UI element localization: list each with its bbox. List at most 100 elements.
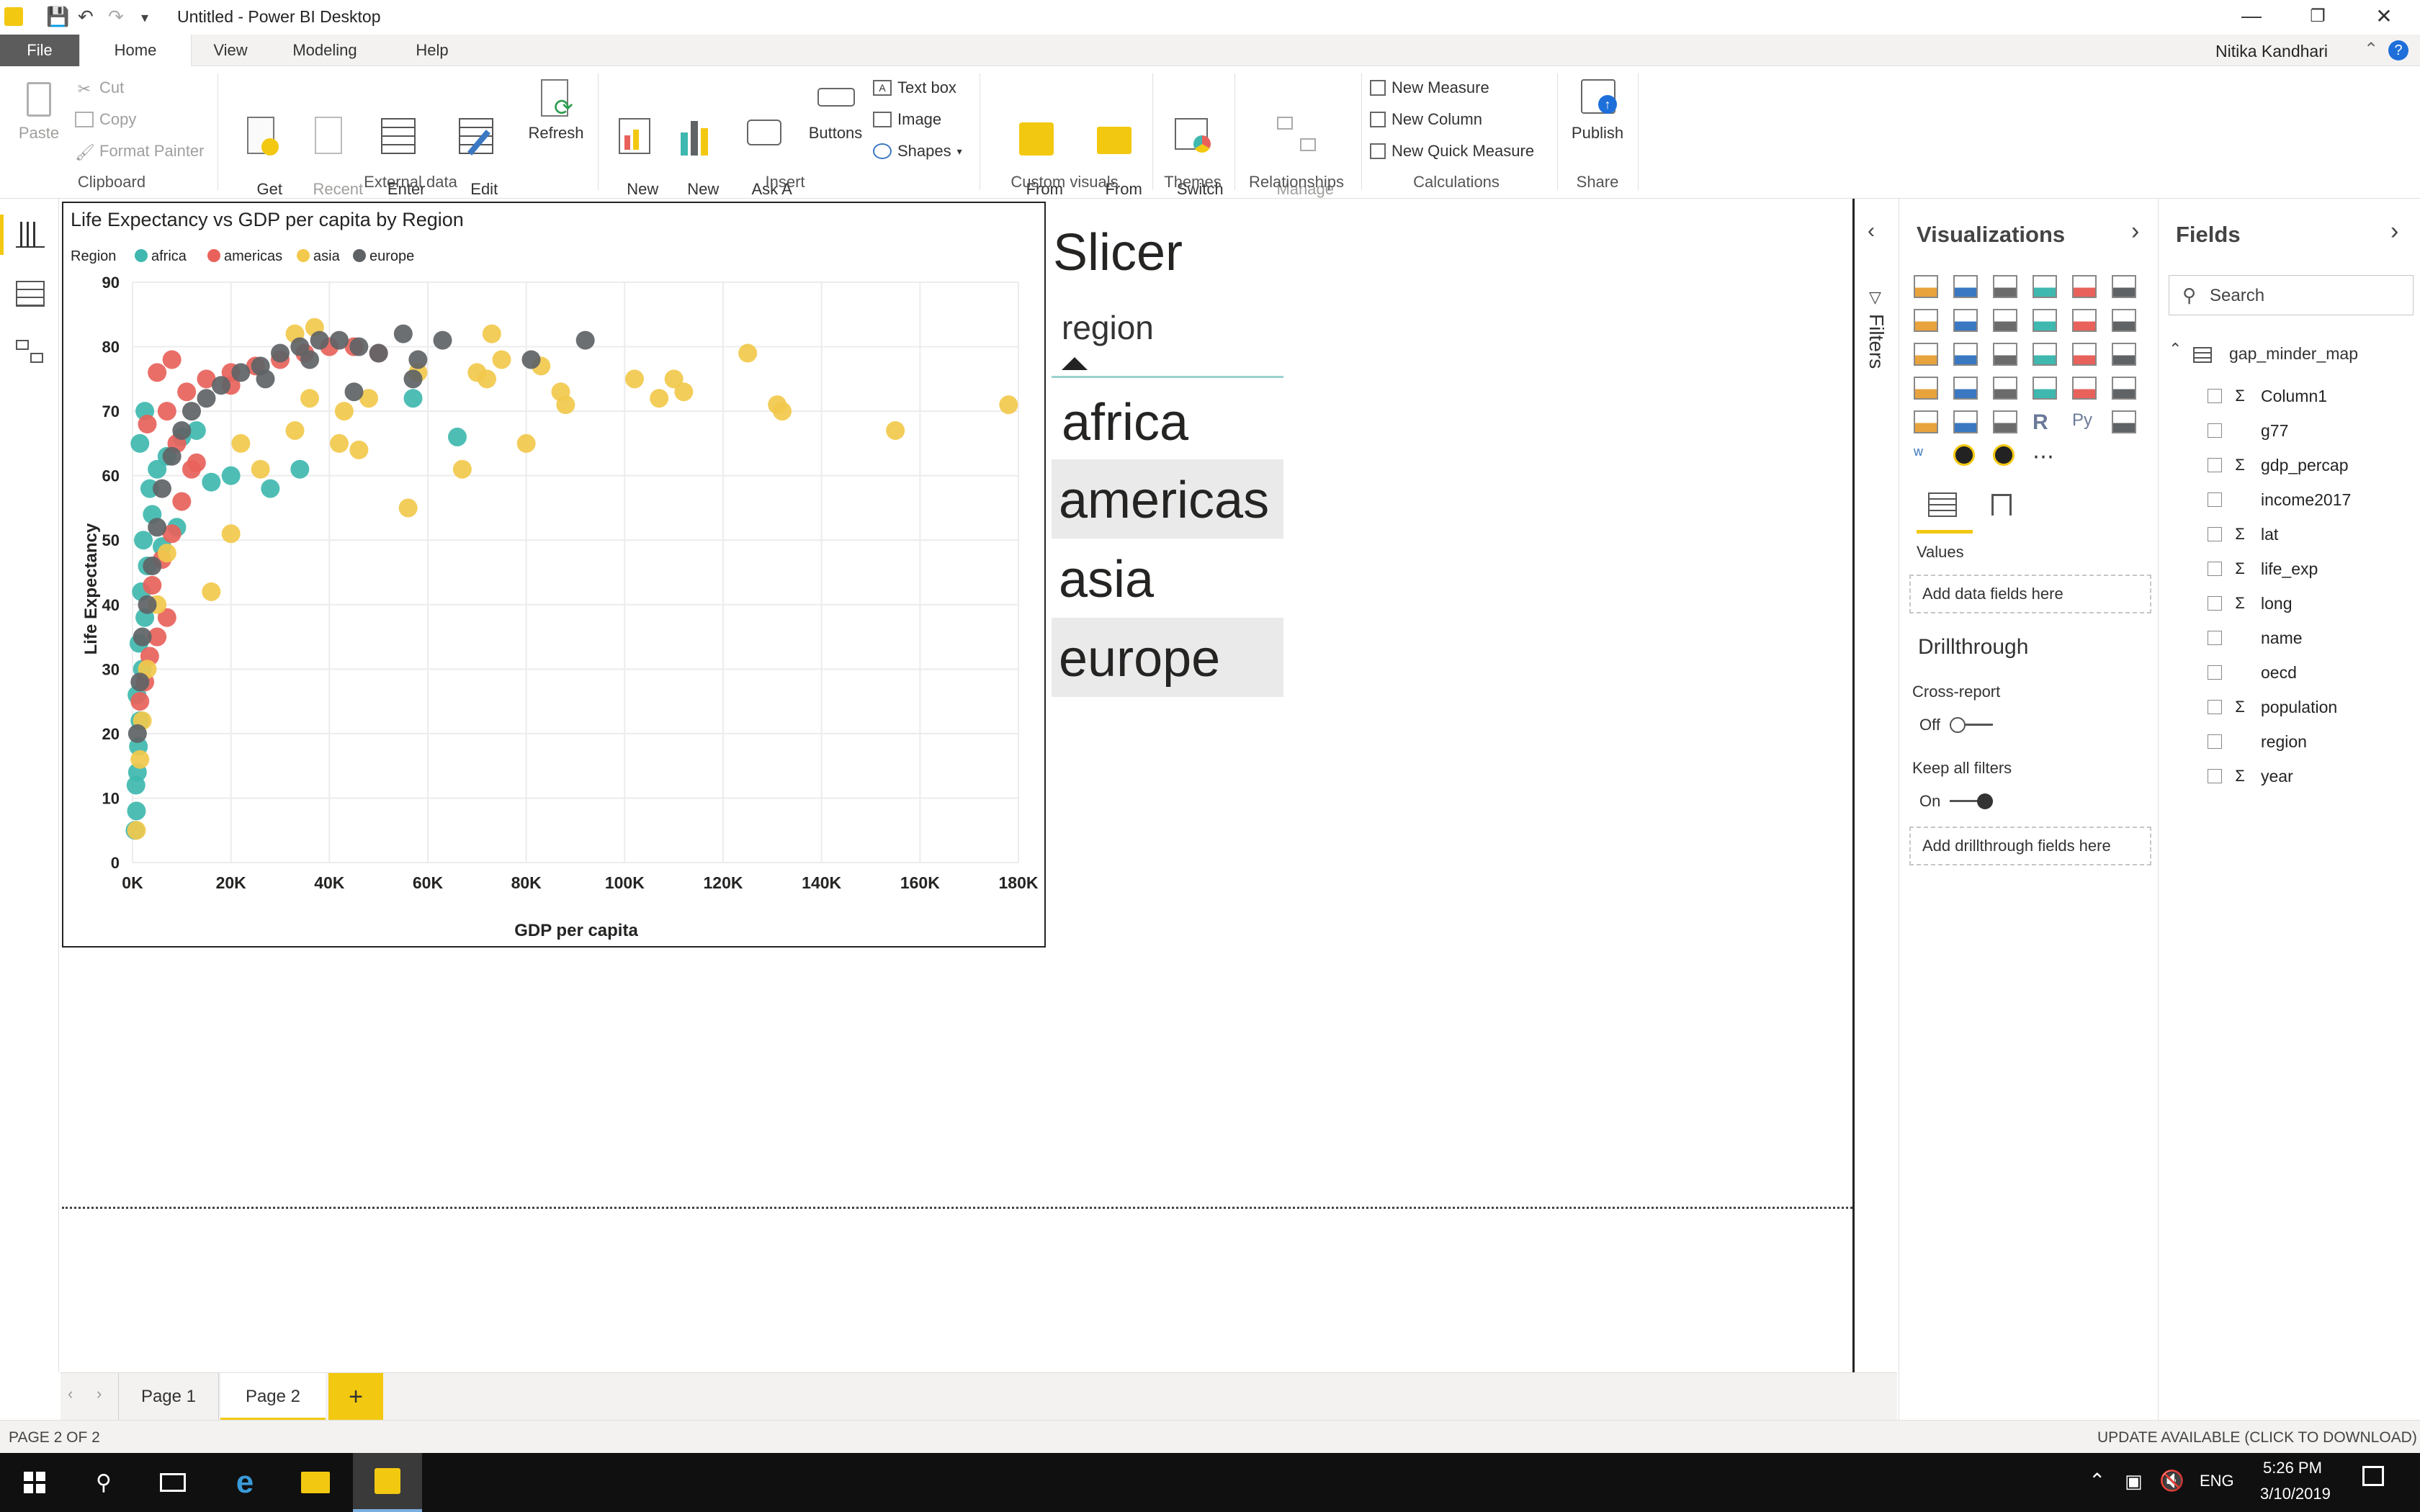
data-point-africa[interactable] [187, 420, 206, 440]
minimize-button[interactable]: — [2241, 4, 2262, 27]
data-point-asia[interactable] [999, 395, 1018, 415]
field-checkbox[interactable] [2208, 734, 2222, 749]
visual-stacked-column-icon[interactable] [1953, 275, 1978, 298]
data-point-asia[interactable] [478, 369, 496, 389]
field-checkbox[interactable] [2208, 389, 2222, 403]
save-icon[interactable]: 💾 [46, 6, 70, 27]
data-point-asia[interactable] [285, 420, 305, 440]
tab-modeling[interactable]: Modeling [292, 41, 357, 59]
data-point-europe[interactable] [127, 724, 147, 743]
visual-area-icon[interactable] [1953, 309, 1978, 332]
data-point-americas[interactable] [162, 524, 182, 544]
visual-line-icon[interactable] [1914, 309, 1938, 332]
visual-funnel-icon[interactable] [1953, 377, 1978, 400]
close-button[interactable]: ✕ [2375, 4, 2393, 27]
data-point-europe[interactable] [143, 557, 162, 576]
data-point-americas[interactable] [197, 369, 216, 389]
field-checkbox[interactable] [2208, 562, 2222, 576]
field-item-income2017[interactable]: income2017 [2208, 487, 2351, 513]
legend-label-asia[interactable]: asia [313, 248, 341, 264]
paste-button[interactable]: Paste [10, 76, 68, 143]
data-point-asia[interactable] [556, 395, 575, 415]
tab-view[interactable]: View [213, 41, 248, 59]
field-checkbox[interactable] [2208, 423, 2222, 438]
data-point-americas[interactable] [138, 415, 157, 434]
data-point-asia[interactable] [492, 350, 511, 369]
user-name[interactable]: Nitika Kandhari [2215, 42, 2328, 60]
visual-map-icon[interactable] [2112, 343, 2136, 366]
visual-pie-icon[interactable] [1993, 343, 2017, 366]
data-point-europe[interactable] [433, 330, 452, 350]
data-point-asia[interactable] [157, 544, 176, 563]
data-point-americas[interactable] [177, 382, 197, 402]
slicer-visual[interactable]: Slicer region africa americas asia europ… [1052, 216, 1289, 720]
legend-label-europe[interactable]: europe [369, 248, 414, 264]
restore-button[interactable]: ❐ [2310, 6, 2326, 26]
data-point-asia[interactable] [330, 433, 349, 453]
data-point-europe[interactable] [182, 402, 201, 421]
data-point-africa[interactable] [134, 531, 153, 550]
task-view-icon[interactable] [138, 1453, 207, 1512]
field-item-g77[interactable]: g77 [2208, 418, 2288, 444]
visual-clustered-column-icon[interactable] [2033, 275, 2057, 298]
data-point-asia[interactable] [202, 582, 221, 601]
tab-file[interactable]: File [0, 35, 79, 66]
field-item-name[interactable]: name [2208, 625, 2303, 651]
visual-stacked-area-icon[interactable] [1993, 309, 2017, 332]
data-point-asia[interactable] [886, 420, 905, 440]
page-tab-1[interactable]: Page 1 [118, 1373, 219, 1421]
clock-time[interactable]: 5:26 PM [2263, 1459, 2322, 1477]
scroll-right-icon[interactable]: › [97, 1385, 102, 1403]
data-point-europe[interactable] [369, 343, 388, 363]
field-item-oecd[interactable]: oecd [2208, 660, 2297, 685]
report-view-icon[interactable] [16, 222, 45, 248]
filters-label[interactable]: Filters [1865, 314, 1888, 369]
data-point-americas[interactable] [157, 608, 176, 627]
data-point-africa[interactable] [221, 466, 241, 485]
data-point-asia[interactable] [349, 440, 369, 459]
data-point-asia[interactable] [359, 389, 378, 408]
data-point-europe[interactable] [393, 324, 413, 343]
add-page-button[interactable]: + [328, 1373, 383, 1421]
data-point-europe[interactable] [153, 479, 171, 498]
edge-browser-icon[interactable]: e [236, 1464, 254, 1500]
field-checkbox[interactable] [2208, 700, 2222, 714]
collapse-fields-icon[interactable]: › [2390, 217, 2399, 245]
windows-start-icon[interactable] [0, 1453, 69, 1512]
search-input[interactable]: Search [2210, 286, 2265, 305]
data-point-asia[interactable] [300, 389, 319, 408]
slicer-item-asia[interactable]: asia [1052, 539, 1283, 618]
data-point-asia[interactable] [127, 821, 146, 840]
drillthrough-drop-zone[interactable]: Add drillthrough fields here [1909, 827, 2151, 865]
image-button[interactable]: Image [873, 107, 941, 132]
show-hidden-icons[interactable]: ⌃ [2089, 1470, 2106, 1492]
data-point-europe[interactable] [290, 337, 310, 356]
visual-kpi-icon[interactable] [2112, 377, 2136, 400]
data-point-europe[interactable] [138, 595, 157, 614]
collapse-table-icon[interactable]: ⌃ [2169, 340, 2182, 358]
model-view-icon[interactable] [16, 338, 45, 364]
data-point-asia[interactable] [516, 433, 536, 453]
legend-label-africa[interactable]: africa [151, 248, 187, 264]
field-checkbox[interactable] [2208, 596, 2222, 611]
filters-pane-collapsed[interactable]: ‹ ▽ Filters [1852, 199, 1897, 1372]
visual-arcgis-icon[interactable] [2112, 410, 2136, 433]
visual-100-column-icon[interactable] [2112, 275, 2136, 298]
visual-python-icon[interactable]: Py [2072, 410, 2093, 430]
data-point-europe[interactable] [271, 343, 290, 363]
data-point-asia[interactable] [738, 343, 758, 363]
redo-icon[interactable]: ↷ [108, 6, 124, 27]
sort-ascending-icon[interactable] [1062, 357, 1088, 370]
data-point-europe[interactable] [330, 330, 349, 350]
data-point-americas[interactable] [143, 575, 162, 595]
visual-custom-visual-1-icon[interactable] [1953, 444, 1975, 466]
data-point-europe[interactable] [349, 337, 369, 356]
data-point-europe[interactable] [162, 446, 182, 466]
data-point-africa[interactable] [127, 801, 146, 821]
visual-clustered-bar-icon[interactable] [1993, 275, 2017, 298]
